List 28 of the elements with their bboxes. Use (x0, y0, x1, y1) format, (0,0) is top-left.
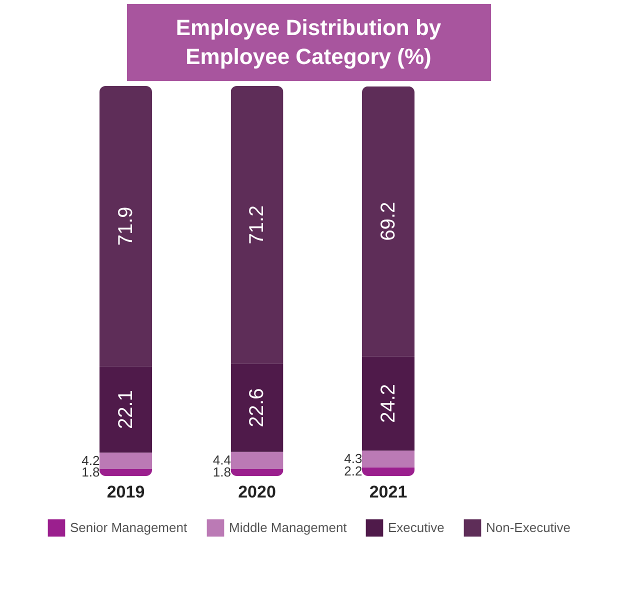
bar (99, 86, 152, 367)
x-tick-label: 2019 (106, 482, 144, 502)
bar (362, 86, 414, 356)
bar (99, 452, 152, 470)
data-label: 22.1 (114, 390, 136, 430)
data-label: 71.2 (246, 206, 268, 244)
bar (230, 469, 283, 476)
bar (99, 366, 152, 453)
data-label: 24.2 (376, 384, 399, 424)
bar (230, 86, 283, 364)
legend-label: Executive (388, 520, 444, 536)
data-label: 22.6 (246, 388, 268, 428)
data-label: 2.2 (344, 464, 362, 479)
chart-title: Employee Distribution by Employee Category (%) (126, 4, 490, 82)
bar (230, 364, 283, 452)
bar (99, 469, 152, 476)
legend-label: Senior Management (70, 520, 187, 536)
bar (362, 468, 414, 476)
data-label: 4.3 (344, 451, 362, 466)
legend-label: Middle Management (228, 520, 347, 536)
x-tick-label: 2020 (238, 482, 276, 502)
data-label: 71.9 (114, 206, 136, 246)
legend-label: Non-Executive (486, 520, 570, 536)
bar (230, 452, 283, 470)
bar (362, 356, 414, 451)
data-label: 69.2 (376, 202, 399, 241)
bar (362, 450, 414, 468)
x-tick-label: 2021 (368, 482, 407, 502)
